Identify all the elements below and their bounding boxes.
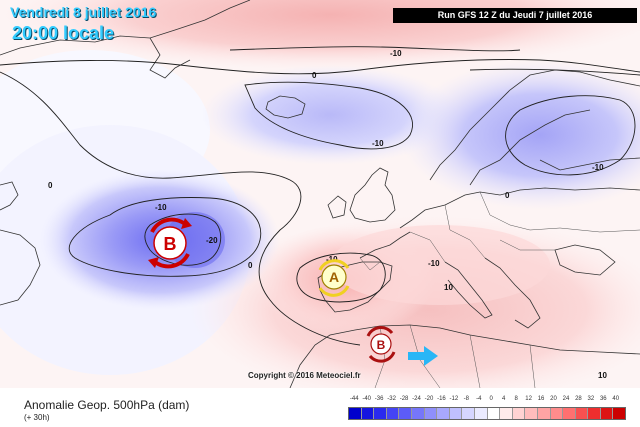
legend-swatch xyxy=(487,408,501,419)
contour-label: 10 xyxy=(444,283,453,292)
forecast-time: 20:00 locale xyxy=(12,23,115,43)
country-borders xyxy=(359,191,640,388)
forecast-date: Vendredi 8 juillet 2016 xyxy=(10,4,157,20)
low-pressure-cyclone-icon: B xyxy=(366,326,396,363)
legend-tick-label: -12 xyxy=(449,396,459,402)
legend-tick-label: -40 xyxy=(362,396,372,402)
geopotential-anomaly-map: 0 0 -10 -10 -10 -10 -20 0 -10 -10 10 10 … xyxy=(0,0,640,388)
legend-swatch xyxy=(550,408,564,419)
contour-label: -10 xyxy=(592,163,604,172)
legend-tick-label: 20 xyxy=(550,396,557,402)
contour-label: -10 xyxy=(372,139,384,148)
legend-swatch xyxy=(537,408,551,419)
legend-tick-label: 8 xyxy=(514,396,518,402)
legend-tick-label: 4 xyxy=(502,396,506,402)
legend-tick-label: 32 xyxy=(587,396,595,402)
legend-swatch xyxy=(525,408,538,419)
legend-tick-label: -16 xyxy=(437,396,446,402)
legend-tick-label: -36 xyxy=(374,396,384,402)
legend-swatch xyxy=(349,408,362,419)
legend-swatch xyxy=(613,408,626,419)
legend-swatch xyxy=(437,408,450,419)
contour-label: 0 xyxy=(48,181,53,190)
legend-tick-label: -20 xyxy=(424,396,434,402)
legend-tick-label: -32 xyxy=(387,396,396,402)
legend-swatch xyxy=(575,408,589,419)
legend-tick-label: -44 xyxy=(349,396,359,402)
legend-tick-label: 28 xyxy=(575,396,582,402)
contour-label: -10 xyxy=(155,203,167,212)
contour-label: -10 xyxy=(390,49,402,58)
legend-tick-label: 0 xyxy=(489,396,493,402)
copyright-text: Copyright © 2016 Meteociel.fr xyxy=(248,371,361,380)
high-pressure-letter: A xyxy=(329,269,339,285)
legend-swatch xyxy=(512,408,526,419)
low-pressure-letter: B xyxy=(377,338,386,352)
legend-tick-label: 16 xyxy=(537,396,545,402)
field-label: Anomalie Geop. 500hPa (dam) xyxy=(24,398,190,412)
contour-label: -10 xyxy=(428,259,440,268)
low-pressure-letter: B xyxy=(164,234,177,254)
legend-swatch xyxy=(462,408,475,419)
legend-swatch xyxy=(424,408,438,419)
coastlines xyxy=(0,0,640,388)
legend-swatch xyxy=(411,408,425,419)
legend-tick-label: 40 xyxy=(612,396,620,402)
legend-swatch xyxy=(386,408,400,419)
legend-swatch xyxy=(449,408,463,419)
legend-tick-label: 24 xyxy=(562,396,570,402)
model-run-label: Run GFS 12 Z du Jeudi 7 juillet 2016 xyxy=(393,8,637,23)
contour-label: 0 xyxy=(248,261,253,270)
legend-swatch xyxy=(563,408,576,419)
legend-swatch xyxy=(588,408,601,419)
legend-tick-label: 12 xyxy=(525,396,532,402)
high-pressure-anticyclone-icon: A xyxy=(318,259,350,297)
legend-swatch xyxy=(361,408,375,419)
color-legend xyxy=(348,407,626,420)
legend-tick-label: -8 xyxy=(463,396,469,402)
legend-tick-label: -24 xyxy=(412,396,421,402)
legend-swatch xyxy=(500,408,513,419)
contour-label: -20 xyxy=(206,236,218,245)
legend-ticks: -44 -40 -36 -32 -28 -24 -20 -16 -12 -8 -4 0 4 8 12 16 20… xyxy=(348,396,622,406)
legend-swatch xyxy=(374,408,387,419)
legend-swatch xyxy=(399,408,412,419)
legend-tick-label: 36 xyxy=(599,396,607,402)
legend-tick-label: -28 xyxy=(399,396,409,402)
legend-tick-label: -4 xyxy=(476,396,482,402)
lead-time-label: (+ 30h) xyxy=(24,413,50,422)
low-pressure-cyclone-icon: B xyxy=(148,217,192,269)
movement-arrow-icon xyxy=(408,346,438,366)
contour-label: 0 xyxy=(312,71,317,80)
contour-label: 0 xyxy=(505,191,510,200)
contour-lines xyxy=(0,46,640,346)
legend-swatch xyxy=(600,408,614,419)
legend-swatch xyxy=(474,408,488,419)
contour-label: 10 xyxy=(598,371,607,380)
